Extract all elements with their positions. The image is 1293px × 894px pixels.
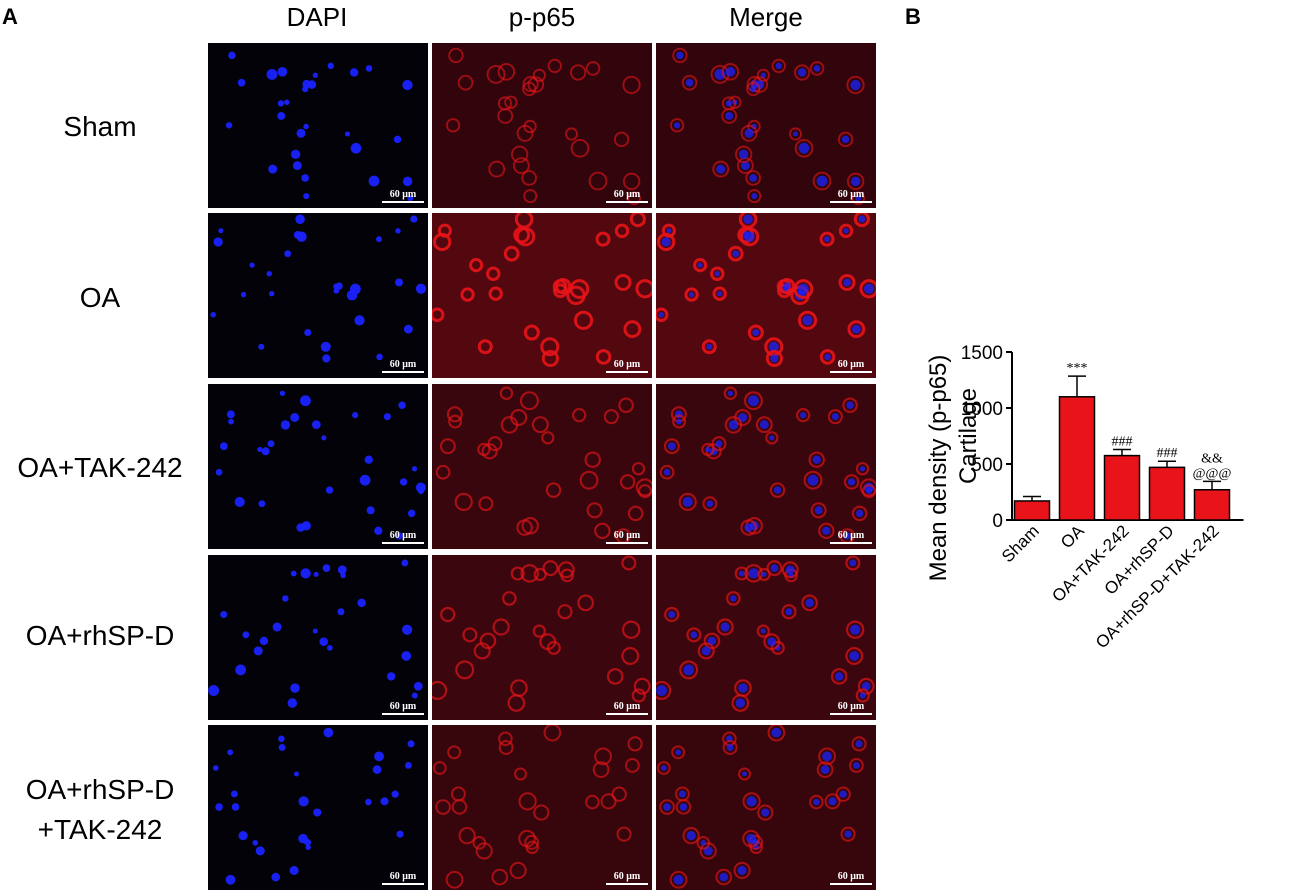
scale-bar-line bbox=[830, 201, 872, 203]
significance-label-4-1: && bbox=[1201, 451, 1223, 466]
bar-4 bbox=[1193, 489, 1231, 521]
scale-bar-label: 60 μm bbox=[837, 359, 865, 370]
significance-label-2-0: ### bbox=[1112, 434, 1133, 449]
micrograph-oa-rhsp-d-merge: 60 μm bbox=[656, 555, 876, 720]
row-label-oa-rhsp-d: OA+rhSP-D bbox=[25, 620, 175, 651]
scale-bar-line bbox=[382, 713, 424, 715]
scale-bar-line bbox=[830, 542, 872, 544]
scale-bar-label: 60 μm bbox=[837, 871, 865, 882]
y-tick-label-1000: 1000 bbox=[961, 399, 1003, 420]
micrograph-oa-rhsp-d-p-p65: 60 μm bbox=[432, 555, 652, 720]
bar-1 bbox=[1058, 396, 1096, 521]
row-label-oa: OA bbox=[79, 282, 121, 313]
scale-bar: 60 μm bbox=[606, 359, 648, 373]
scale-bar-line bbox=[382, 371, 424, 373]
scale-bar: 60 μm bbox=[606, 189, 648, 203]
micrograph-oa-tak-242-p-p65: 60 μm bbox=[432, 384, 652, 549]
scale-bar-line bbox=[382, 201, 424, 203]
scale-bar: 60 μm bbox=[830, 530, 872, 544]
scale-bar-label: 60 μm bbox=[613, 871, 641, 882]
scale-bar: 60 μm bbox=[382, 701, 424, 715]
significance-label-1-0: *** bbox=[1067, 361, 1088, 376]
micrograph-oa-rhsp-d-tak-242-dapi: 60 μm bbox=[208, 725, 428, 890]
scale-bar-label: 60 μm bbox=[389, 359, 417, 370]
scale-bar-label: 60 μm bbox=[389, 189, 417, 200]
scale-bar-line bbox=[606, 201, 648, 203]
panel-label-a: A bbox=[2, 4, 18, 29]
micrograph-oa-p-p65: 60 μm bbox=[432, 213, 652, 378]
micrograph-oa-rhsp-d-dapi: 60 μm bbox=[208, 555, 428, 720]
scale-bar: 60 μm bbox=[382, 871, 424, 885]
row-label-sham: Sham bbox=[63, 111, 137, 142]
scale-bar-label: 60 μm bbox=[389, 701, 417, 712]
scale-bar: 60 μm bbox=[382, 530, 424, 544]
y-axis-title: Mean density (p-p65) bbox=[925, 355, 952, 582]
bar-chart-mean-density: 0 500 1000 1500 Mean density (p-p65) Cartilag… bbox=[925, 343, 1244, 652]
y-tick-label-500: 500 bbox=[971, 455, 1003, 476]
bar-0 bbox=[1013, 500, 1051, 521]
scale-bar-line bbox=[830, 883, 872, 885]
x-tick-label-0: Sham bbox=[998, 521, 1043, 566]
scale-bar-line bbox=[382, 542, 424, 544]
micrograph-oa-rhsp-d-tak-242-merge: 60 μm bbox=[656, 725, 876, 890]
y-tick-label-1500: 1500 bbox=[961, 343, 1003, 364]
scale-bar: 60 μm bbox=[606, 530, 648, 544]
row-label-oa-rhsp-d-tak-242: OA+rhSP-D +TAK-242 bbox=[25, 774, 175, 845]
scale-bar-line bbox=[830, 371, 872, 373]
scale-bar: 60 μm bbox=[382, 359, 424, 373]
scale-bar-label: 60 μm bbox=[613, 189, 641, 200]
scale-bar-label: 60 μm bbox=[389, 871, 417, 882]
scale-bar: 60 μm bbox=[382, 189, 424, 203]
micrograph-sham-p-p65: 60 μm bbox=[432, 43, 652, 208]
column-header-p-p65: p-p65 bbox=[508, 2, 576, 32]
scale-bar: 60 μm bbox=[606, 701, 648, 715]
scale-bar-label: 60 μm bbox=[613, 359, 641, 370]
x-tick-label-1: OA bbox=[1057, 521, 1088, 552]
micrograph-oa-merge: 60 μm bbox=[656, 213, 876, 378]
scale-bar: 60 μm bbox=[830, 871, 872, 885]
bar-2 bbox=[1103, 454, 1141, 521]
scale-bar-line bbox=[606, 713, 648, 715]
scale-bar-label: 60 μm bbox=[837, 189, 865, 200]
significance-label-3-0: ### bbox=[1157, 446, 1178, 461]
row-label-oa-tak-242: OA+TAK-242 bbox=[17, 452, 183, 483]
scale-bar-label: 60 μm bbox=[613, 530, 641, 541]
scale-bar-line bbox=[606, 371, 648, 373]
column-header-merge: Merge bbox=[729, 2, 803, 32]
panel-label-b: B bbox=[905, 4, 921, 29]
scale-bar: 60 μm bbox=[830, 701, 872, 715]
bar-3 bbox=[1148, 466, 1186, 521]
scale-bar-line bbox=[606, 883, 648, 885]
micrograph-sham-merge: 60 μm bbox=[656, 43, 876, 208]
scale-bar-label: 60 μm bbox=[837, 530, 865, 541]
y-tick-label-0: 0 bbox=[992, 511, 1003, 532]
y-axis-subtitle: Cartilage bbox=[955, 388, 982, 484]
scale-bar-label: 60 μm bbox=[613, 701, 641, 712]
micrograph-oa-tak-242-merge: 60 μm bbox=[656, 384, 876, 549]
micrograph-oa-tak-242-dapi: 60 μm bbox=[208, 384, 428, 549]
micrograph-oa-dapi: 60 μm bbox=[208, 213, 428, 378]
micrograph-sham-dapi: 60 μm bbox=[208, 43, 428, 208]
scale-bar: 60 μm bbox=[606, 871, 648, 885]
scale-bar: 60 μm bbox=[830, 189, 872, 203]
scale-bar: 60 μm bbox=[830, 359, 872, 373]
scale-bar-label: 60 μm bbox=[389, 530, 417, 541]
micrograph-oa-rhsp-d-tak-242-p-p65: 60 μm bbox=[432, 725, 652, 890]
scale-bar-label: 60 μm bbox=[837, 701, 865, 712]
column-header-dapi: DAPI bbox=[286, 2, 348, 32]
significance-label-4-0: @@@ bbox=[1193, 466, 1232, 481]
scale-bar-line bbox=[606, 542, 648, 544]
scale-bar-line bbox=[382, 883, 424, 885]
scale-bar-line bbox=[830, 713, 872, 715]
